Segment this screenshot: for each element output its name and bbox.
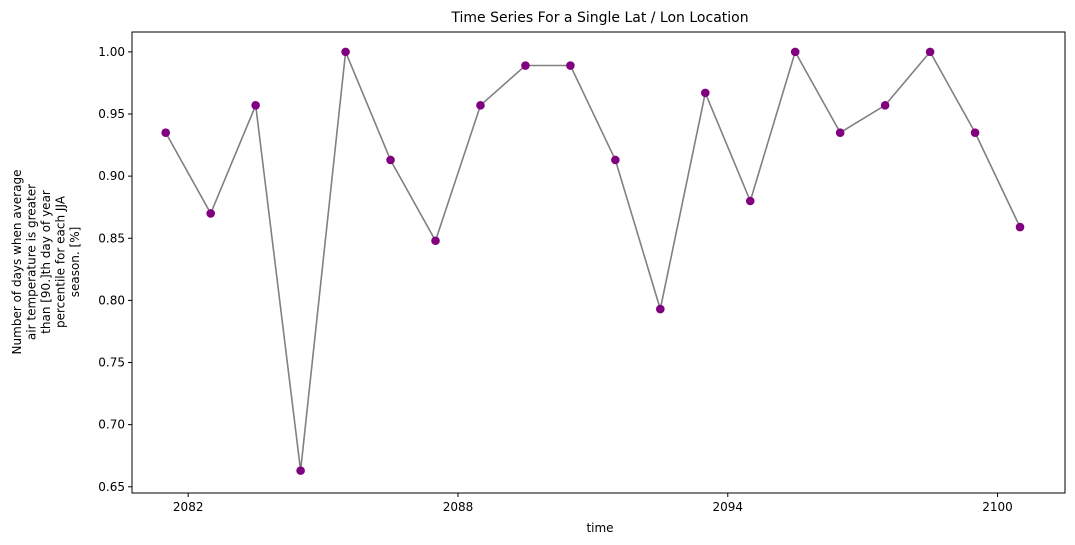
- x-axis-label: time: [586, 521, 613, 535]
- data-point: [611, 155, 620, 165]
- data-point: [341, 47, 350, 57]
- y-axis-label-line: percentile for each JJA: [54, 195, 68, 328]
- data-point: [386, 155, 395, 165]
- chart-title: Time Series For a Single Lat / Lon Locat…: [450, 10, 748, 26]
- data-point: [880, 101, 890, 110]
- data-point: [835, 128, 845, 137]
- y-axis-label-line: season. [%]: [68, 227, 82, 298]
- y-axis-label-line: air temperature is greater: [25, 184, 39, 340]
- y-tick-label: 0.80: [98, 293, 125, 307]
- y-axis-label-line: Number of days when average: [10, 170, 24, 355]
- data-point: [925, 47, 935, 57]
- data-point: [566, 61, 575, 70]
- data-point: [1015, 222, 1025, 232]
- data-point: [656, 304, 665, 314]
- x-tick-label: 2088: [443, 500, 474, 514]
- y-tick-label: 0.85: [98, 231, 125, 245]
- data-point: [161, 128, 171, 137]
- y-axis-label-line: than [90.]th day of year: [39, 190, 53, 334]
- y-tick-label: 0.65: [98, 480, 125, 494]
- y-tick-label: 0.70: [98, 418, 125, 432]
- data-point: [745, 196, 755, 206]
- x-tick-label: 2100: [982, 500, 1013, 514]
- plot-area: 0.65 0.70 0.75 0.80 0.85 0.90 0.95 1.00 2082 2088…: [98, 31, 1066, 514]
- data-point: [296, 466, 305, 475]
- series-line: [165, 49, 1021, 471]
- data-point: [431, 236, 440, 246]
- plot-frame: [131, 31, 1066, 494]
- data-point: [970, 128, 980, 137]
- data-point: [700, 88, 710, 98]
- data-point: [206, 209, 215, 218]
- y-tick-label: 0.95: [98, 107, 125, 121]
- data-point: [790, 47, 800, 57]
- data-point: [476, 101, 485, 110]
- y-tick-label: 0.90: [98, 169, 125, 183]
- y-tick-label: 1.00: [98, 45, 125, 59]
- y-axis-label: Number of days when average air temperatu…: [10, 170, 82, 355]
- data-point: [521, 61, 530, 70]
- y-tick-label: 0.75: [98, 356, 125, 370]
- x-tick-label: 2094: [712, 500, 743, 514]
- data-point: [251, 101, 260, 110]
- x-tick-label: 2082: [173, 500, 204, 514]
